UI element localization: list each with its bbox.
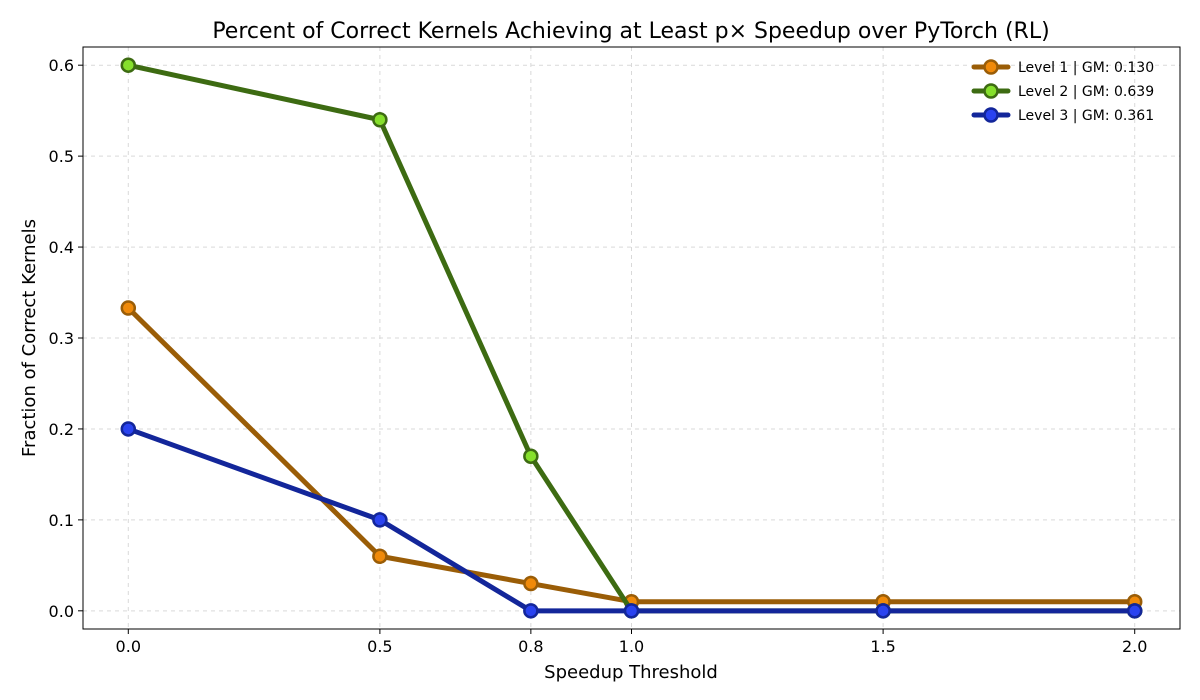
legend-swatch-marker bbox=[983, 59, 999, 75]
x-tick-label: 0.8 bbox=[518, 637, 543, 656]
data-point bbox=[372, 548, 388, 564]
data-point bbox=[523, 603, 539, 619]
legend-item: Level 1 | GM: 0.130 bbox=[971, 59, 1154, 76]
legend-item: Level 2 | GM: 0.639 bbox=[971, 83, 1154, 100]
data-point bbox=[120, 57, 137, 73]
legend-label: Level 1 | GM: 0.130 bbox=[1018, 60, 1154, 76]
x-axis-label: Speedup Threshold bbox=[544, 662, 718, 683]
x-tick-label: 1.5 bbox=[870, 637, 895, 656]
legend-label: Level 3 | GM: 0.361 bbox=[1018, 108, 1154, 124]
data-point bbox=[1126, 603, 1143, 619]
axis-ticks: 0.0 0.5 0.8 1.0 1.5 2.0 0.0 0.1 0.2 0.3 0.4 0.5 0.6 bbox=[49, 56, 1148, 656]
series-line bbox=[125, 426, 1138, 614]
series-line bbox=[125, 305, 1138, 605]
data-point bbox=[120, 300, 137, 316]
grid-lines bbox=[83, 47, 1180, 629]
y-tick-label: 0.6 bbox=[49, 56, 74, 75]
y-tick-label: 0.3 bbox=[49, 329, 74, 348]
y-tick-label: 0.5 bbox=[49, 147, 74, 166]
chart-title: Percent of Correct Kernels Achieving at … bbox=[212, 19, 1049, 44]
legend-item: Level 3 | GM: 0.361 bbox=[971, 107, 1154, 124]
legend-swatch-marker bbox=[983, 107, 999, 123]
y-tick-label: 0.4 bbox=[49, 238, 74, 257]
series-level-3 bbox=[120, 421, 1143, 619]
legend-label: Level 2 | GM: 0.639 bbox=[1018, 84, 1154, 100]
y-tick-label: 0.0 bbox=[49, 602, 74, 621]
data-point bbox=[120, 421, 137, 437]
data-point bbox=[523, 575, 539, 592]
data-point bbox=[875, 603, 891, 619]
x-tick-label: 0.5 bbox=[367, 637, 392, 656]
x-tick-label: 0.0 bbox=[116, 637, 141, 656]
data-point bbox=[372, 512, 388, 528]
x-tick-label: 2.0 bbox=[1122, 637, 1147, 656]
data-point bbox=[372, 112, 388, 128]
y-tick-label: 0.1 bbox=[49, 511, 74, 530]
data-point bbox=[623, 603, 640, 619]
legend-swatch-marker bbox=[983, 83, 999, 99]
series-layer bbox=[120, 57, 1143, 619]
x-tick-label: 1.0 bbox=[619, 637, 644, 656]
legend: Level 1 | GM: 0.130 Level 2 | GM: 0.639 Le… bbox=[971, 59, 1154, 124]
data-point bbox=[523, 448, 539, 464]
y-axis-label: Fraction of Correct Kernels bbox=[19, 219, 40, 457]
y-tick-label: 0.2 bbox=[49, 420, 74, 439]
